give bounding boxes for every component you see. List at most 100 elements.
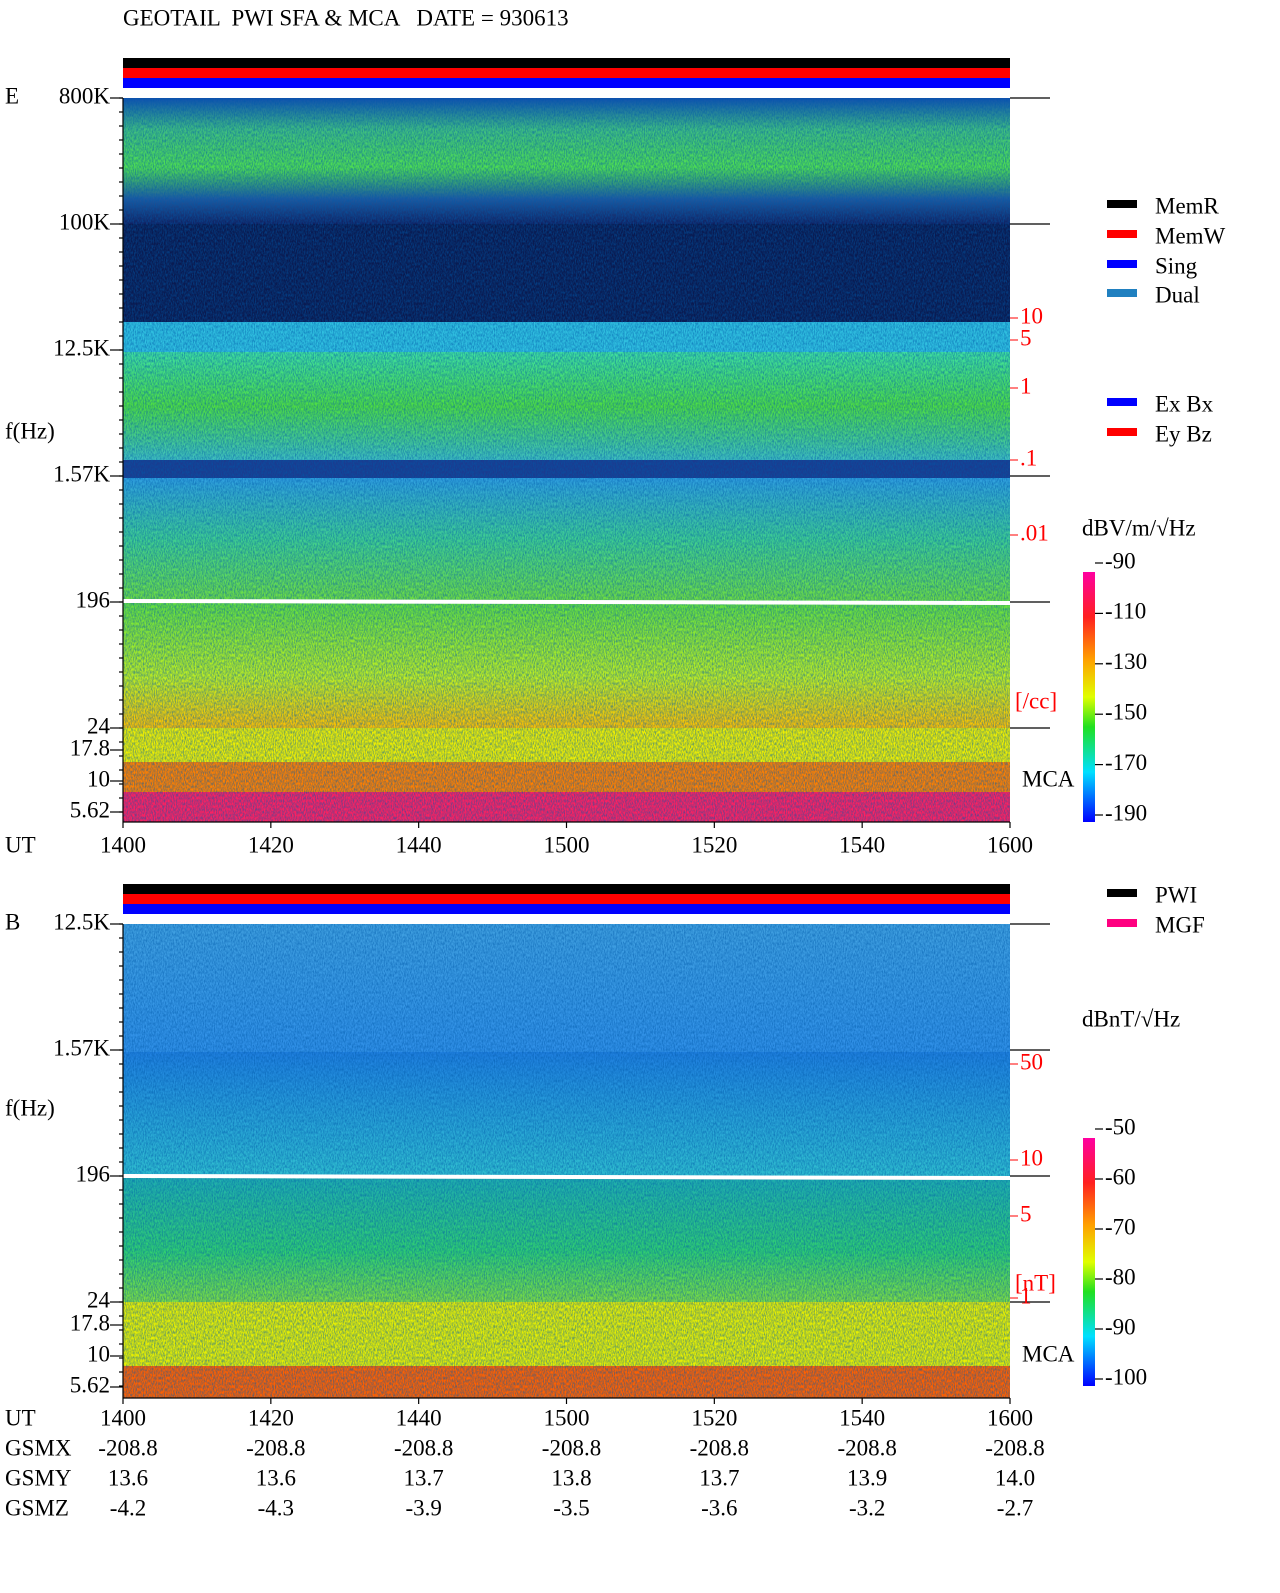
mode-bar (123, 58, 1010, 68)
right-scale-label: 1 (1020, 1283, 1032, 1308)
x-tick-label: 1440 (396, 832, 442, 857)
right-scale-label: 1 (1020, 373, 1032, 398)
x-tick-label: 1520 (691, 1405, 737, 1430)
x-tick-label: 1500 (544, 832, 590, 857)
orbit-value: -208.8 (837, 1435, 896, 1460)
right-unit: [/cc] (1015, 688, 1057, 713)
y-tick-label: 10 (87, 766, 110, 791)
legend-label: MemR (1155, 193, 1220, 218)
orbit-value: 13.6 (108, 1465, 148, 1490)
colorbar-tick-label: -80 (1105, 1264, 1136, 1289)
legend-swatch (1107, 200, 1137, 208)
colorbar-tick-label: -110 (1105, 599, 1146, 624)
right-unit: [nT] (1015, 1270, 1056, 1295)
panel-label: E (5, 83, 19, 108)
y-tick-label: 10 (87, 1341, 110, 1366)
orbit-value: -208.8 (246, 1435, 305, 1460)
orbit-value: -208.8 (394, 1435, 453, 1460)
right-scale-label: 50 (1020, 1049, 1043, 1074)
mode-bar (123, 894, 1010, 904)
x-axis-label: UT (5, 832, 36, 857)
orbit-value: -2.7 (997, 1495, 1033, 1520)
mode-bar (123, 78, 1010, 88)
orbit-value: -208.8 (542, 1435, 601, 1460)
orbit-value: 13.6 (256, 1465, 296, 1490)
x-tick-label: 1400 (100, 1405, 146, 1430)
y-tick-label: 800K (59, 83, 111, 108)
y-tick-label: 5.62 (70, 1372, 110, 1397)
y-tick-label: 100K (59, 209, 111, 234)
y-tick-label: 12.5K (53, 335, 110, 360)
orbit-value: -208.8 (985, 1435, 1044, 1460)
orbit-row-label: GSMZ (5, 1495, 69, 1520)
y-tick-label: 12.5K (53, 909, 110, 934)
spectrogram-noise (123, 98, 1010, 822)
legend-label: PWI (1155, 882, 1197, 907)
legend-swatch (1107, 398, 1137, 406)
x-tick-label: 1500 (544, 1405, 590, 1430)
page-title: GEOTAIL PWI SFA & MCA DATE = 930613 (123, 5, 569, 30)
orbit-value: 13.7 (404, 1465, 444, 1490)
legend-swatch (1107, 889, 1137, 897)
right-scale-label: 10 (1020, 1145, 1043, 1170)
y-axis-label: f(Hz) (5, 418, 55, 443)
orbit-value: 13.8 (551, 1465, 591, 1490)
x-tick-label: 1600 (987, 1405, 1033, 1430)
spectrogram-noise (123, 924, 1010, 1398)
orbit-value: -208.8 (690, 1435, 749, 1460)
colorbar-tick-label: -90 (1105, 1314, 1136, 1339)
cyclotron-line (122, 1174, 1011, 1180)
y-tick-label: 17.8 (70, 735, 110, 760)
mode-bar (123, 68, 1010, 78)
colorbar-tick-label: -150 (1105, 699, 1147, 724)
legend-label: MGF (1155, 912, 1205, 937)
colorbar (1083, 1138, 1095, 1386)
legend-swatch (1107, 289, 1137, 297)
legend-label: MemW (1155, 223, 1226, 248)
legend-label: Ex Bx (1155, 391, 1214, 416)
x-tick-label: 1400 (100, 832, 146, 857)
y-tick-label: 196 (76, 1161, 111, 1186)
colorbar-tick-label: -130 (1105, 649, 1147, 674)
orbit-value: 13.9 (847, 1465, 887, 1490)
orbit-value: 14.0 (995, 1465, 1035, 1490)
colorbar-tick-label: -170 (1105, 750, 1147, 775)
panel-label: B (5, 909, 20, 934)
orbit-value: -3.9 (405, 1495, 441, 1520)
right-scale-label: 5 (1020, 325, 1032, 350)
orbit-value: 13.7 (699, 1465, 739, 1490)
x-tick-label: 1540 (839, 832, 885, 857)
legend-label: Sing (1155, 253, 1198, 278)
right-scale-label: 5 (1020, 1201, 1032, 1226)
mode-bar (123, 884, 1010, 894)
y-tick-label: 17.8 (70, 1310, 110, 1335)
legend-label: Dual (1155, 282, 1200, 307)
mca-label: MCA (1022, 1341, 1075, 1366)
colorbar-tick-label: -190 (1105, 800, 1147, 825)
colorbar-tick-label: -100 (1105, 1364, 1147, 1389)
cyclotron-line (122, 599, 1011, 605)
y-tick-label: 24 (87, 713, 111, 738)
orbit-value: -3.2 (849, 1495, 885, 1520)
colorbar-tick-label: -90 (1105, 548, 1136, 573)
colorbar-tick-label: -50 (1105, 1114, 1136, 1139)
y-tick-label: 196 (76, 587, 111, 612)
x-tick-label: 1540 (839, 1405, 885, 1430)
orbit-value: -208.8 (98, 1435, 157, 1460)
y-tick-label: 5.62 (70, 797, 110, 822)
colorbar-unit: dBV/m/√Hz (1082, 515, 1196, 540)
right-scale-label: .01 (1020, 520, 1049, 545)
x-tick-label: 1420 (248, 1405, 294, 1430)
mode-bar (123, 904, 1010, 914)
legend-swatch (1107, 230, 1137, 238)
orbit-row-label: GSMY (5, 1465, 72, 1490)
right-scale-label: .1 (1020, 445, 1037, 470)
y-tick-label: 1.57K (53, 1035, 110, 1060)
legend-swatch (1107, 428, 1137, 436)
mca-label: MCA (1022, 766, 1075, 791)
x-tick-label: 1520 (691, 832, 737, 857)
x-axis-label: UT (5, 1405, 36, 1430)
right-scale-label: 10 (1020, 303, 1043, 328)
orbit-value: -3.5 (553, 1495, 589, 1520)
